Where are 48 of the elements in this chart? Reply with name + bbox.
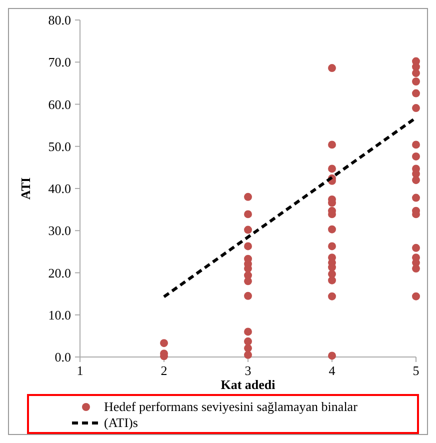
point	[244, 226, 252, 234]
point	[328, 242, 336, 250]
x-tick-label: 5	[412, 363, 420, 378]
point	[244, 192, 252, 201]
point	[412, 152, 420, 160]
point	[328, 140, 336, 149]
y-axis-title: ATI	[18, 177, 33, 200]
point	[328, 292, 336, 300]
y-tick-label: 20.0	[48, 265, 71, 280]
x-tick-label: 4	[328, 363, 336, 378]
point	[244, 344, 252, 352]
x-tick-label: 2	[160, 363, 168, 378]
point	[244, 292, 252, 300]
point	[412, 176, 420, 184]
y-tick-label: 40.0	[48, 181, 71, 196]
point	[244, 210, 252, 218]
x-tick-label: 3	[244, 363, 252, 378]
y-tick-label: 30.0	[48, 223, 71, 238]
point	[328, 276, 336, 284]
y-tick-label: 10.0	[48, 307, 71, 322]
point	[412, 78, 420, 86]
point	[412, 264, 420, 273]
point	[412, 292, 420, 300]
point	[412, 104, 420, 112]
point	[328, 352, 336, 360]
point	[244, 328, 252, 336]
point	[412, 140, 420, 149]
y-tick-label: 70.0	[48, 54, 71, 70]
point	[328, 64, 336, 72]
point	[244, 337, 252, 346]
point	[412, 244, 420, 252]
legend-label: (ATI)s	[104, 415, 138, 430]
point	[412, 69, 420, 78]
point	[412, 194, 420, 202]
y-tick-label: 80.0	[48, 12, 71, 28]
y-tick-label: 0.0	[54, 350, 71, 365]
x-tick-label: 1	[76, 363, 84, 378]
point	[244, 242, 252, 250]
point	[160, 339, 168, 348]
x-axis-title: Kat adedi	[220, 377, 276, 392]
point	[244, 350, 252, 359]
point	[328, 225, 336, 234]
y-tick-label: 50.0	[48, 138, 71, 154]
legend-label: Hedef performans seviyesini sağlamayan binalar	[104, 399, 358, 414]
point	[328, 164, 336, 173]
y-tick-label: 60.0	[48, 96, 71, 112]
point	[244, 277, 252, 286]
point	[412, 89, 420, 98]
